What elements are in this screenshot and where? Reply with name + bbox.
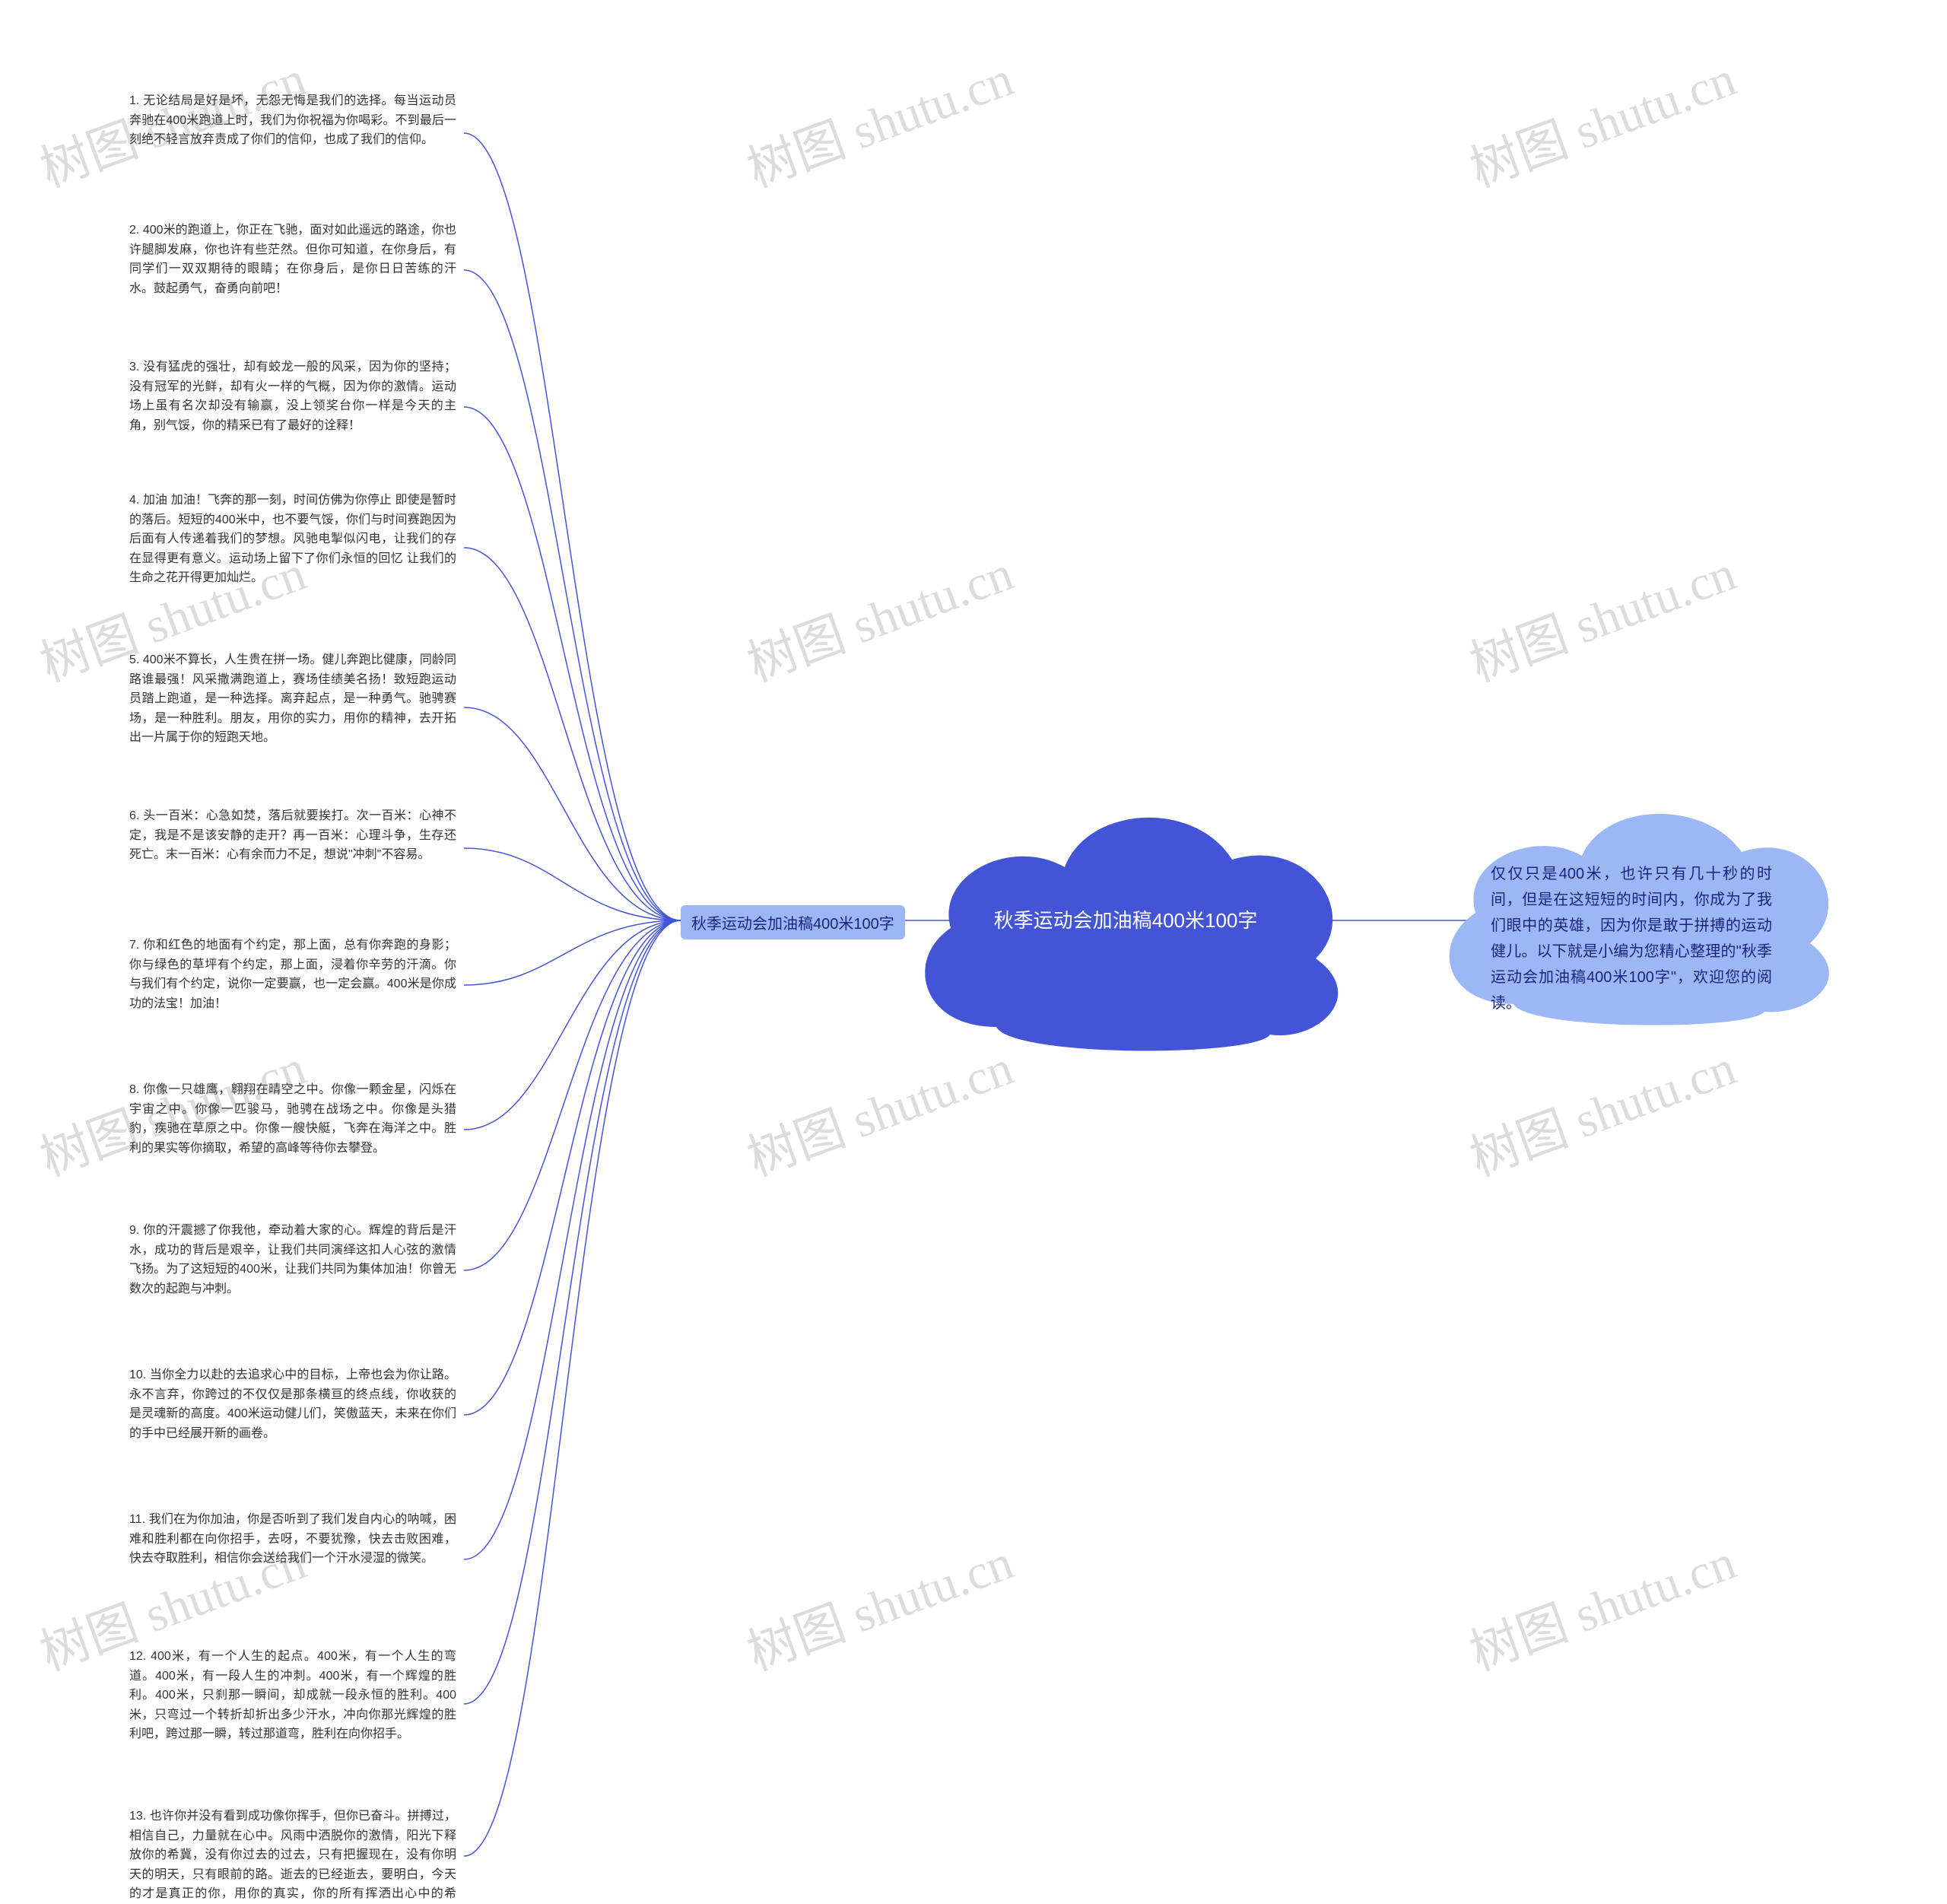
mindmap-leaf: 1. 无论结局是好是坏，无怨无悔是我们的选择。每当运动员奔驰在400米跑道上时，… bbox=[129, 91, 456, 150]
mindmap-leaf: 13. 也许你并没有看到成功像你挥手，但你已奋斗。拼搏过，相信自己，力量就在心中… bbox=[129, 1807, 456, 1904]
connector bbox=[464, 548, 681, 920]
mindmap-leaf: 4. 加油 加油！飞奔的那一刻，时间仿佛为你停止 即使是暂时的落后。短短的400… bbox=[129, 491, 456, 588]
watermark: 树图 shutu.cn bbox=[1459, 1028, 1744, 1190]
center-title: 秋季运动会加油稿400米100字 bbox=[989, 905, 1263, 937]
connector bbox=[464, 407, 681, 920]
right-note-node: 仅仅只是400米，也许只有几十秒的时间，但是在这短短的时间内，你成为了我们眼中的… bbox=[1460, 799, 1810, 1019]
mindmap-leaf: 3. 没有猛虎的强壮，却有蛟龙一般的风采，因为你的坚持；没有冠军的光鲜，却有火一… bbox=[129, 358, 456, 435]
mindmap-leaf: 12. 400米，有一个人生的起点。400米，有一个人生的弯道。400米，有一段… bbox=[129, 1647, 456, 1744]
connector bbox=[464, 920, 681, 1856]
connector bbox=[464, 848, 681, 920]
center-node: 秋季运动会加油稿400米100字 bbox=[935, 806, 1316, 1035]
mindmap-leaf: 11. 我们在为你加油，你是否听到了我们发自内心的呐喊，困难和胜利都在向你招手，… bbox=[129, 1510, 456, 1569]
connector bbox=[464, 920, 681, 1130]
connector bbox=[464, 920, 681, 1704]
connector bbox=[464, 920, 681, 985]
mindmap-leaf: 2. 400米的跑道上，你正在飞驰，面对如此遥远的路途，你也许腿脚发麻，你也许有… bbox=[129, 221, 456, 298]
mindmap-leaf: 10. 当你全力以赴的去追求心中的目标，上帝也会为你让路。永不言弃，你跨过的不仅… bbox=[129, 1365, 456, 1443]
right-note-text: 仅仅只是400米，也许只有几十秒的时间，但是在这短短的时间内，你成为了我们眼中的… bbox=[1491, 861, 1772, 1016]
mindmap-leaf: 5. 400米不算长，人生贵在拼一场。健儿奔跑比健康，同龄同路谁最强！风采撒满跑… bbox=[129, 650, 456, 748]
connector bbox=[464, 707, 681, 920]
connector bbox=[464, 270, 681, 920]
watermark: 树图 shutu.cn bbox=[736, 39, 1021, 201]
watermark: 树图 shutu.cn bbox=[736, 533, 1021, 695]
list-label: 秋季运动会加油稿400米100字 bbox=[681, 905, 905, 939]
mindmap-leaf: 7. 你和红色的地面有个约定，那上面，总有你奔跑的身影；你与绿色的草坪有个约定，… bbox=[129, 936, 456, 1013]
connector bbox=[464, 920, 681, 1270]
mindmap-leaf: 8. 你像一只雄鹰，翱翔在晴空之中。你像一颗金星，闪烁在宇宙之中。你像一匹骏马，… bbox=[129, 1080, 456, 1158]
connector bbox=[464, 920, 681, 1415]
connector bbox=[464, 920, 681, 1559]
watermark: 树图 shutu.cn bbox=[1459, 39, 1744, 201]
connector bbox=[464, 133, 681, 920]
watermark: 树图 shutu.cn bbox=[1459, 533, 1744, 695]
mindmap-leaf: 6. 头一百米：心急如焚，落后就要挨打。次一百米：心神不定，我是不是该安静的走开… bbox=[129, 806, 456, 865]
watermark: 树图 shutu.cn bbox=[736, 1522, 1021, 1684]
watermark: 树图 shutu.cn bbox=[1459, 1522, 1744, 1684]
mindmap-leaf: 9. 你的汗震撼了你我他，牵动着大家的心。辉煌的背后是汗水，成功的背后是艰辛，让… bbox=[129, 1221, 456, 1298]
